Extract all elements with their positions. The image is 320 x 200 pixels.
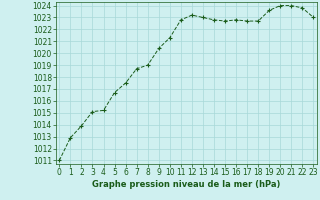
X-axis label: Graphe pression niveau de la mer (hPa): Graphe pression niveau de la mer (hPa) [92,180,281,189]
